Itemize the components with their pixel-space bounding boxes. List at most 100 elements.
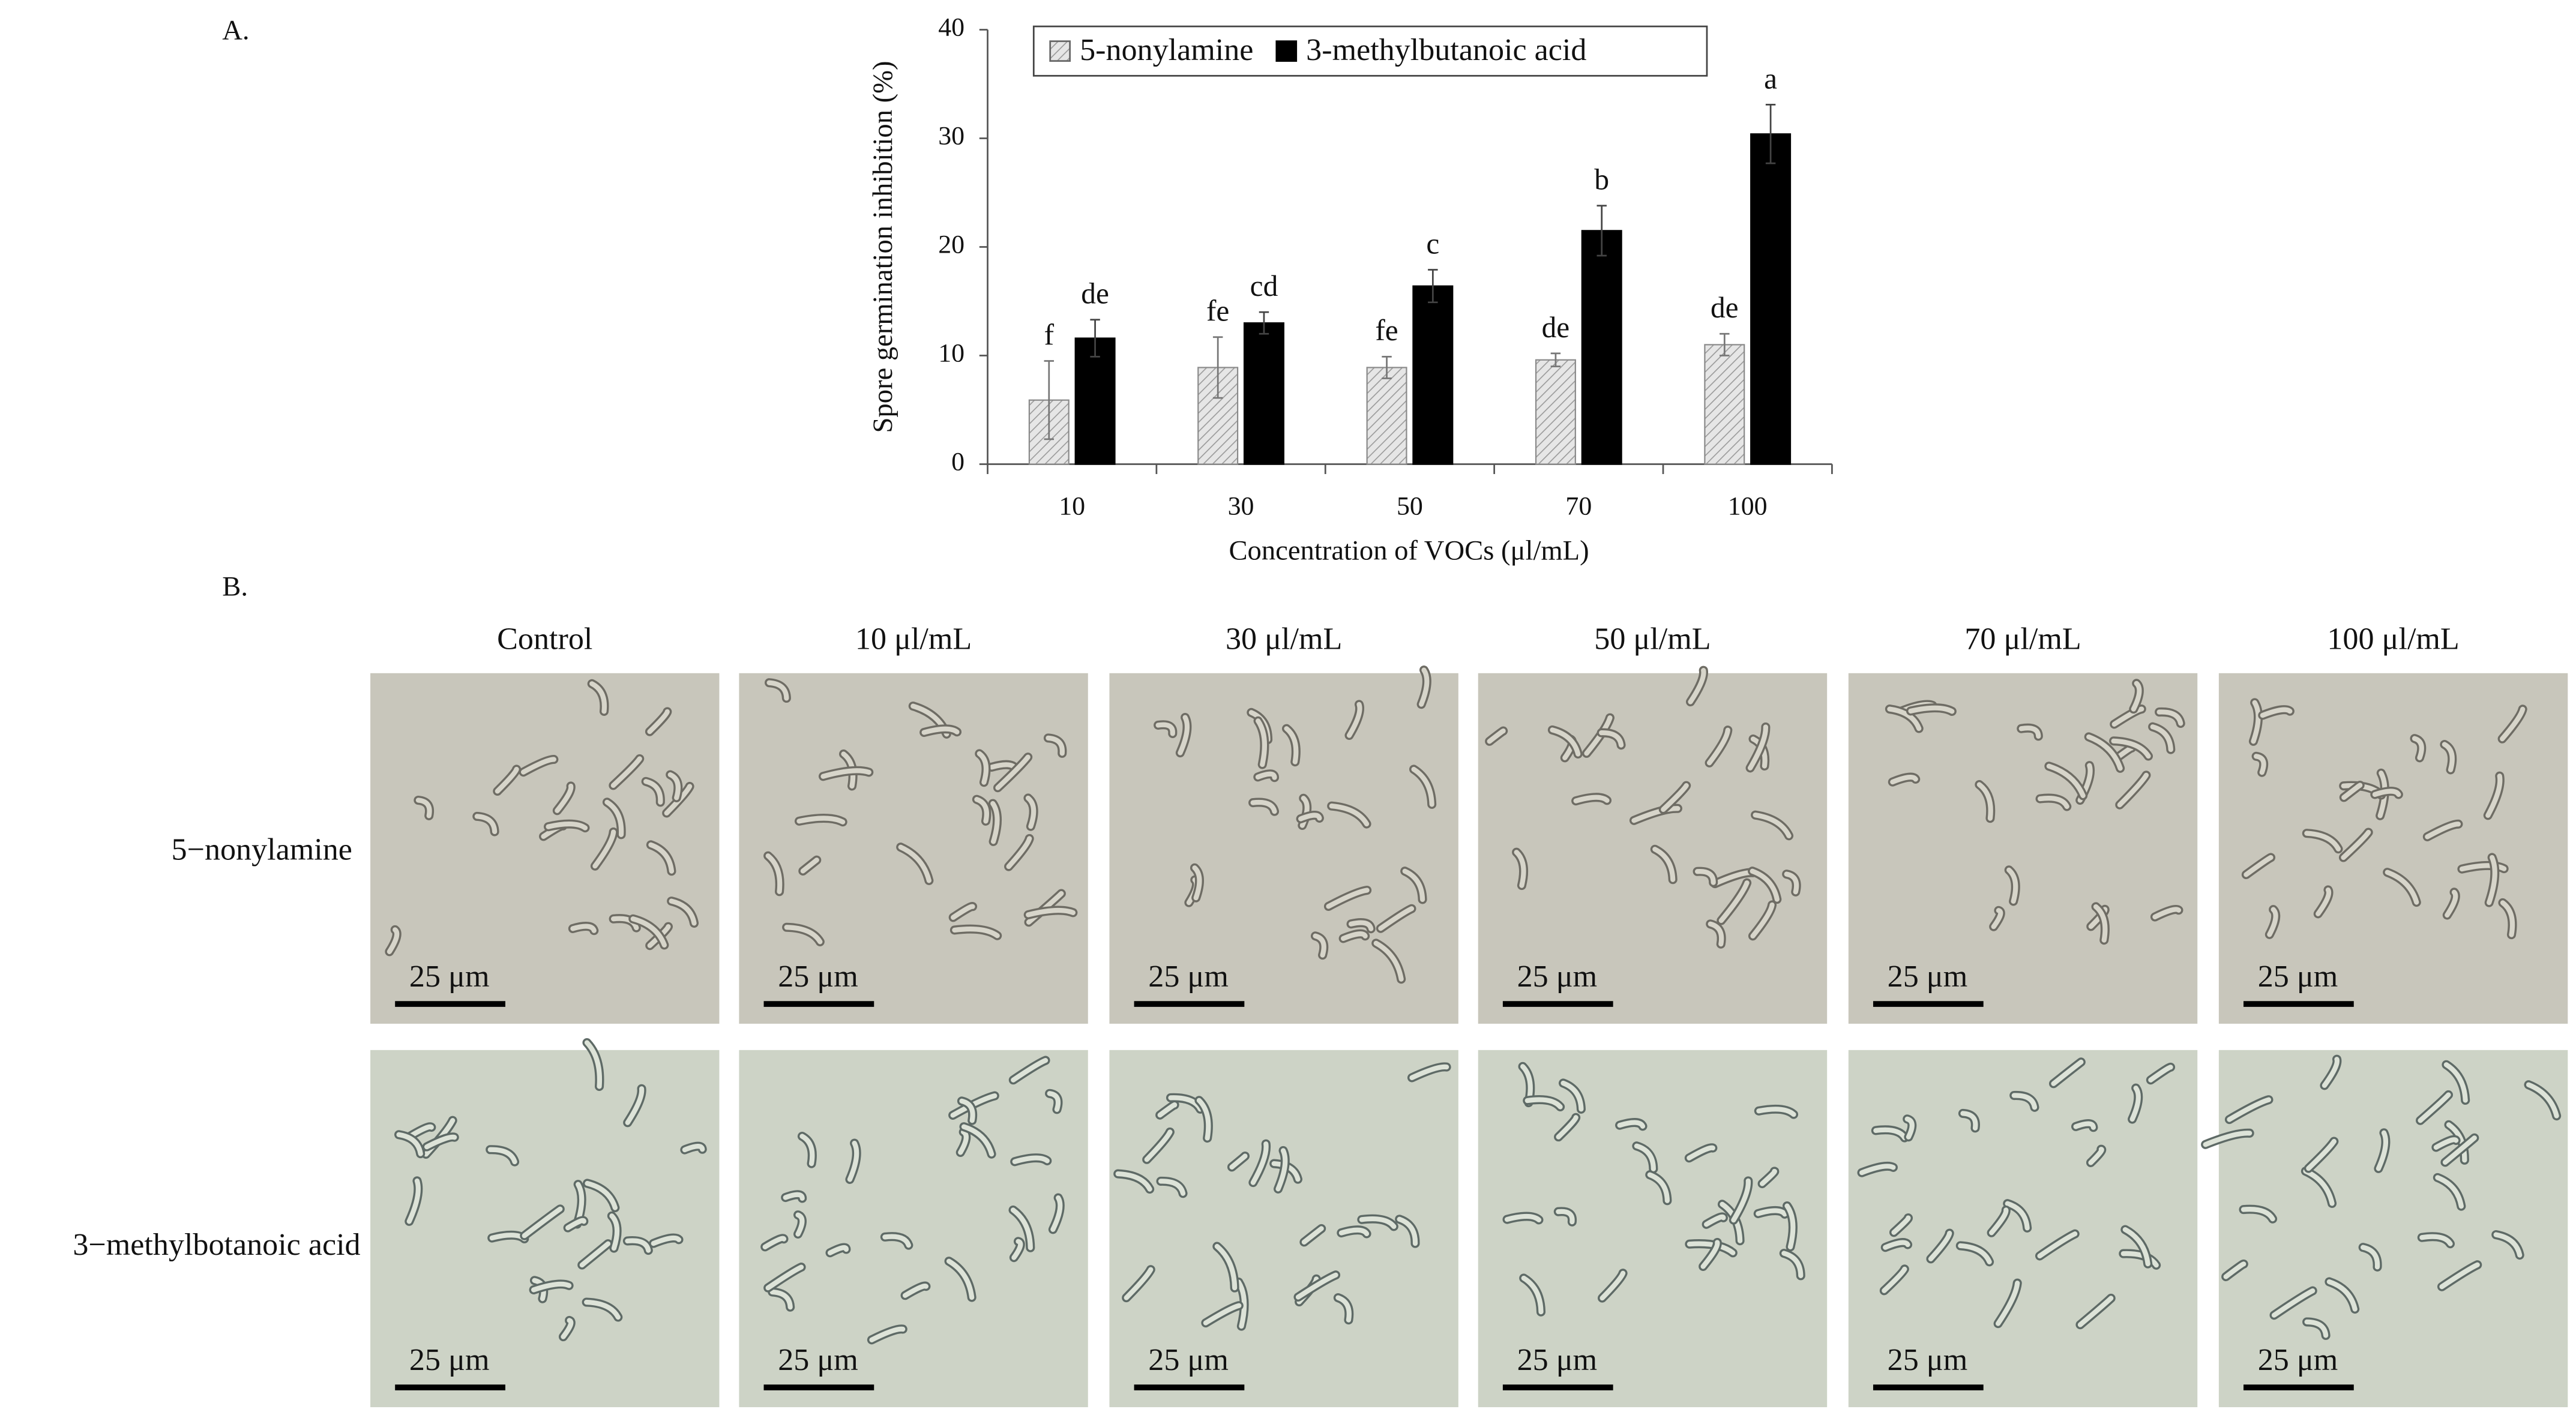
spore-body — [2493, 1232, 2523, 1258]
spore-body — [2227, 1097, 2272, 1122]
spore-body — [520, 757, 556, 775]
row-label: 3−methylbotanoic acid — [73, 1228, 360, 1262]
spore-body — [2304, 831, 2341, 852]
spore-body — [1335, 1295, 1352, 1323]
spore-body — [1504, 1213, 1542, 1222]
scale-bar-label: 25 μm — [1888, 1343, 1968, 1377]
spore-body — [1419, 667, 1430, 707]
spore-body — [1747, 724, 1768, 771]
spore-body — [415, 798, 432, 819]
spore-body — [1046, 735, 1065, 756]
spore-body — [1599, 730, 1624, 748]
spore-body — [796, 816, 846, 825]
micrograph: 25 μm — [1848, 673, 2198, 1024]
spore-body — [1178, 715, 1190, 756]
micrograph-background — [739, 673, 1088, 1024]
significance-label: de — [1542, 311, 1570, 344]
spore-body — [1011, 1239, 1023, 1260]
spore-body — [487, 1147, 517, 1165]
legend-label: 3-methylbutanoic acid — [1306, 33, 1586, 67]
spore-body — [1784, 1203, 1796, 1249]
spore-body — [610, 756, 642, 788]
spore-body — [2129, 1086, 2141, 1122]
spore-body — [2037, 796, 2069, 810]
spore-body — [2326, 1279, 2358, 1312]
spore-body — [2459, 863, 2507, 872]
scale-bar-label: 25 μm — [2258, 960, 2338, 994]
spore-body — [584, 1299, 621, 1320]
spore-body — [2361, 1245, 2380, 1270]
spore-body — [2152, 907, 2182, 920]
spore-body — [1214, 1243, 1238, 1291]
spore-body — [1409, 1064, 1449, 1081]
x-tick-label: 30 — [1228, 492, 1254, 521]
spore-body — [1687, 1145, 1715, 1161]
spore-body — [1411, 766, 1434, 807]
y-tick-label: 10 — [938, 339, 964, 368]
spore-body — [570, 924, 597, 933]
bar — [1412, 285, 1454, 465]
spore-body — [651, 1235, 682, 1246]
spore-body — [2150, 724, 2173, 753]
spore-body — [1750, 868, 1780, 902]
spore-body — [561, 1318, 574, 1339]
spore-body — [1890, 774, 1918, 785]
spore-body — [1960, 1111, 1978, 1131]
spore-body — [995, 754, 1031, 790]
spore-body — [682, 1144, 705, 1153]
spore-body — [1784, 871, 1799, 895]
spore-body — [1652, 847, 1676, 882]
micrograph-background — [2218, 1050, 2568, 1407]
spore-body — [1756, 1107, 1796, 1117]
spore-body — [2117, 772, 2149, 808]
spore-body — [2376, 1130, 2389, 1171]
spore-body — [1196, 1098, 1211, 1141]
spore-body — [1634, 1143, 1656, 1171]
spore-body — [1958, 1243, 1992, 1264]
spore-body — [1887, 706, 1922, 732]
bar — [1243, 322, 1284, 465]
column-header: 100 μl/mL — [2327, 622, 2459, 656]
spore-body — [2435, 1175, 2464, 1209]
spore-body — [1514, 850, 1526, 888]
spore-body — [1647, 1172, 1670, 1203]
spore-body — [1859, 1164, 1896, 1176]
spore-body — [769, 1289, 793, 1310]
spore-body — [2093, 904, 2108, 943]
spore-body — [2254, 754, 2266, 775]
spore-body — [522, 1206, 563, 1239]
panel-label: B. — [222, 571, 248, 602]
bar — [1581, 230, 1622, 465]
spore-body — [2341, 829, 2371, 861]
micrograph: 25 μm — [1848, 1050, 2198, 1407]
spore-body — [604, 799, 624, 837]
scale-bar-label: 25 μm — [778, 960, 858, 994]
spore-body — [2240, 1207, 2275, 1222]
significance-label: b — [1594, 163, 1609, 196]
spore-body — [1750, 902, 1775, 939]
spore-body — [1560, 1080, 1584, 1112]
spore-body — [827, 1245, 849, 1255]
spore-body — [579, 1241, 611, 1268]
panel-label: A. — [222, 15, 249, 46]
bar — [1704, 344, 1745, 465]
spore-body — [387, 927, 400, 954]
significance-label: a — [1764, 62, 1777, 95]
spore-body — [799, 1134, 815, 1167]
spore-body — [495, 766, 519, 794]
spore-body — [2500, 900, 2515, 937]
spore-body — [1573, 795, 1610, 804]
spore-body — [2442, 1135, 2477, 1165]
spore-body — [1158, 1179, 1186, 1196]
spore-body — [1873, 1127, 1907, 1141]
spore-body — [951, 904, 975, 920]
spore-body — [1341, 931, 1368, 942]
legend-box — [1032, 25, 1708, 77]
legend-swatch — [1049, 40, 1071, 62]
spore-body — [1250, 1141, 1269, 1185]
spore-body — [589, 681, 607, 714]
spore-body — [783, 1192, 805, 1201]
spore-body — [531, 1281, 572, 1293]
spore-body — [1718, 880, 1750, 924]
